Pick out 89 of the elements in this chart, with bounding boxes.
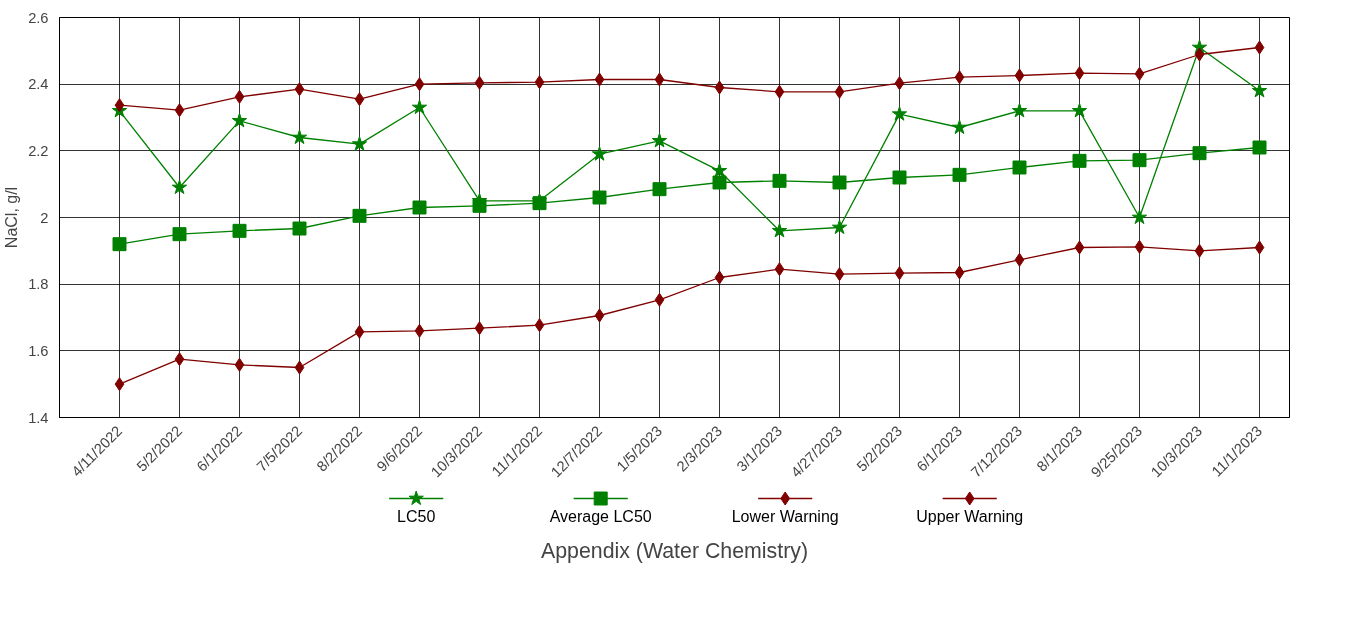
point	[894, 76, 905, 91]
point	[1072, 153, 1087, 168]
y-tick-label: 1.8	[28, 276, 49, 293]
point	[774, 84, 785, 99]
point	[1011, 102, 1028, 118]
point	[954, 70, 965, 85]
point	[114, 377, 125, 392]
point	[591, 146, 608, 161]
point	[472, 198, 487, 213]
y-tick-label: 1.6	[28, 342, 49, 359]
point	[892, 170, 907, 185]
point	[234, 89, 245, 104]
point	[172, 227, 187, 242]
point	[832, 175, 847, 190]
point	[951, 119, 968, 135]
point	[592, 190, 607, 205]
point	[352, 208, 367, 223]
y-tick-label: 1.4	[28, 409, 49, 426]
point	[1251, 82, 1268, 98]
legend-label: LC50	[397, 507, 436, 525]
point	[714, 80, 725, 95]
point	[1131, 209, 1148, 225]
point	[894, 266, 905, 281]
point	[351, 136, 368, 151]
point	[114, 98, 125, 113]
point	[1134, 239, 1145, 254]
point	[834, 267, 845, 282]
point	[232, 223, 247, 238]
point	[1132, 153, 1147, 168]
x-axis-title: Appendix (Water Chemistry)	[540, 538, 809, 563]
point	[292, 221, 307, 236]
point	[774, 262, 785, 277]
point	[414, 77, 425, 92]
legend-label: Lower Warning	[731, 507, 839, 525]
point	[291, 129, 308, 145]
point	[1194, 47, 1205, 62]
point	[1074, 240, 1085, 255]
point	[112, 237, 127, 252]
point	[1014, 68, 1025, 83]
point	[834, 84, 845, 99]
point	[651, 132, 668, 148]
legend-label: Average LC50	[549, 507, 652, 525]
y-tick-label: 2.4	[28, 76, 49, 93]
point	[174, 352, 185, 367]
point	[1254, 40, 1265, 55]
point	[231, 112, 248, 128]
point	[831, 219, 848, 235]
point	[1134, 66, 1145, 81]
legend-label: Upper Warning	[916, 507, 1024, 525]
point	[711, 162, 728, 178]
point	[1071, 102, 1088, 118]
point	[891, 106, 908, 121]
y-tick-label: 2.2	[28, 142, 49, 159]
y-tick-label: 2	[40, 209, 49, 226]
point	[712, 175, 727, 190]
point	[294, 360, 305, 375]
point	[474, 321, 485, 336]
point	[534, 318, 545, 333]
point	[412, 200, 427, 215]
point	[294, 82, 305, 97]
point	[1012, 160, 1027, 175]
point	[772, 173, 787, 188]
y-axis-title: NaCl, g/l	[3, 186, 21, 249]
point	[952, 167, 967, 182]
point	[534, 75, 545, 90]
point	[1194, 243, 1205, 258]
point	[652, 182, 667, 197]
point	[174, 103, 185, 118]
point	[414, 323, 425, 338]
point	[714, 270, 725, 285]
point	[354, 324, 365, 339]
point	[654, 292, 665, 307]
point	[594, 308, 605, 323]
point	[1192, 146, 1207, 161]
point	[171, 179, 188, 195]
point	[474, 75, 485, 90]
point	[594, 72, 605, 87]
y-tick-label: 2.6	[28, 9, 49, 26]
point	[1254, 240, 1265, 255]
point	[1074, 66, 1085, 81]
point	[654, 72, 665, 87]
point	[411, 99, 428, 115]
point	[532, 196, 547, 211]
point	[234, 357, 245, 372]
point	[954, 265, 965, 280]
point	[771, 222, 788, 238]
point	[1252, 140, 1267, 155]
point	[1014, 252, 1025, 267]
point	[354, 92, 365, 107]
